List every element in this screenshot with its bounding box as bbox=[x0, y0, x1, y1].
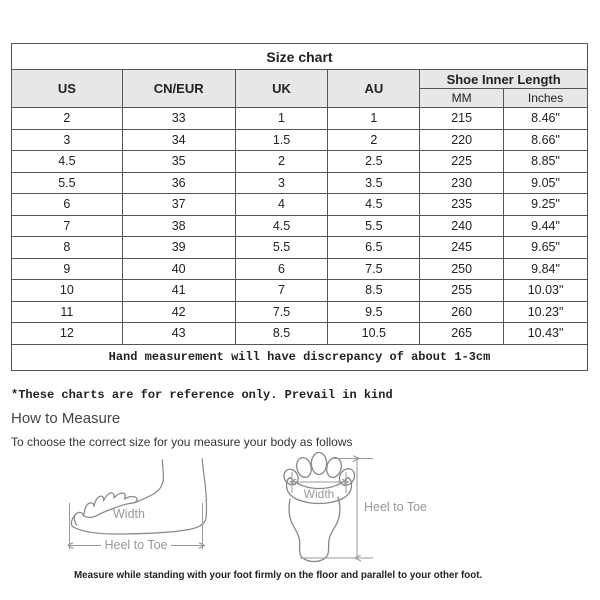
svg-text:Width: Width bbox=[304, 487, 335, 501]
svg-text:Width: Width bbox=[113, 507, 145, 521]
svg-text:Heel to Toe: Heel to Toe bbox=[364, 500, 427, 514]
svg-text:Heel to Toe: Heel to Toe bbox=[104, 538, 167, 552]
